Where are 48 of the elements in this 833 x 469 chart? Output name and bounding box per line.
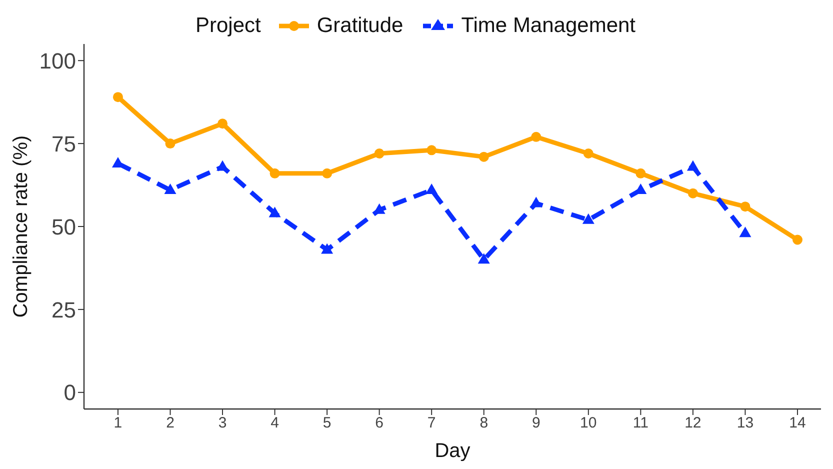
x-axis-title: Day xyxy=(434,440,470,462)
x-tick-label: 12 xyxy=(684,414,702,432)
y-tick-label: 0 xyxy=(64,380,76,406)
point xyxy=(478,253,490,264)
x-tick-label: 1 xyxy=(114,414,122,432)
y-axis-title: Compliance rate (%) xyxy=(10,135,32,318)
point xyxy=(426,184,438,194)
point xyxy=(373,203,386,214)
legend-title: Project xyxy=(195,14,261,38)
point xyxy=(268,206,281,218)
point xyxy=(322,168,332,178)
legend-label: Gratitude xyxy=(316,14,404,38)
x-tick-label: 8 xyxy=(480,414,488,432)
point xyxy=(426,145,437,156)
y-tick-label: 75 xyxy=(52,131,76,156)
point xyxy=(636,168,646,178)
point xyxy=(686,160,699,171)
point xyxy=(582,213,594,224)
x-tick-label: 13 xyxy=(736,414,754,432)
y-tick-label: 25 xyxy=(52,297,76,322)
x-tick-label: 5 xyxy=(322,414,332,432)
point xyxy=(739,226,752,238)
point xyxy=(478,152,489,162)
point xyxy=(164,184,176,194)
x-tick-label: 4 xyxy=(270,414,279,432)
point xyxy=(531,132,542,142)
legend-label: Time Management xyxy=(461,14,636,38)
point xyxy=(321,243,334,254)
point xyxy=(792,234,802,245)
point xyxy=(165,138,176,149)
x-tick-label: 6 xyxy=(375,414,384,432)
y-tick-label: 50 xyxy=(52,214,76,240)
point xyxy=(112,92,123,102)
x-tick-label: 2 xyxy=(166,414,174,432)
point xyxy=(583,148,594,158)
x-tick-label: 9 xyxy=(532,414,540,432)
point xyxy=(374,148,384,158)
x-tick-label: 3 xyxy=(218,414,227,432)
y-tick-label: 100 xyxy=(39,48,76,74)
x-tick-label: 10 xyxy=(580,414,597,432)
point xyxy=(270,168,280,178)
point xyxy=(530,196,542,208)
point xyxy=(688,188,698,198)
point xyxy=(740,202,750,212)
x-tick-label: 11 xyxy=(632,414,648,432)
x-tick-label: 7 xyxy=(427,414,436,432)
x-tick-label: 14 xyxy=(789,414,806,432)
point xyxy=(218,118,228,129)
